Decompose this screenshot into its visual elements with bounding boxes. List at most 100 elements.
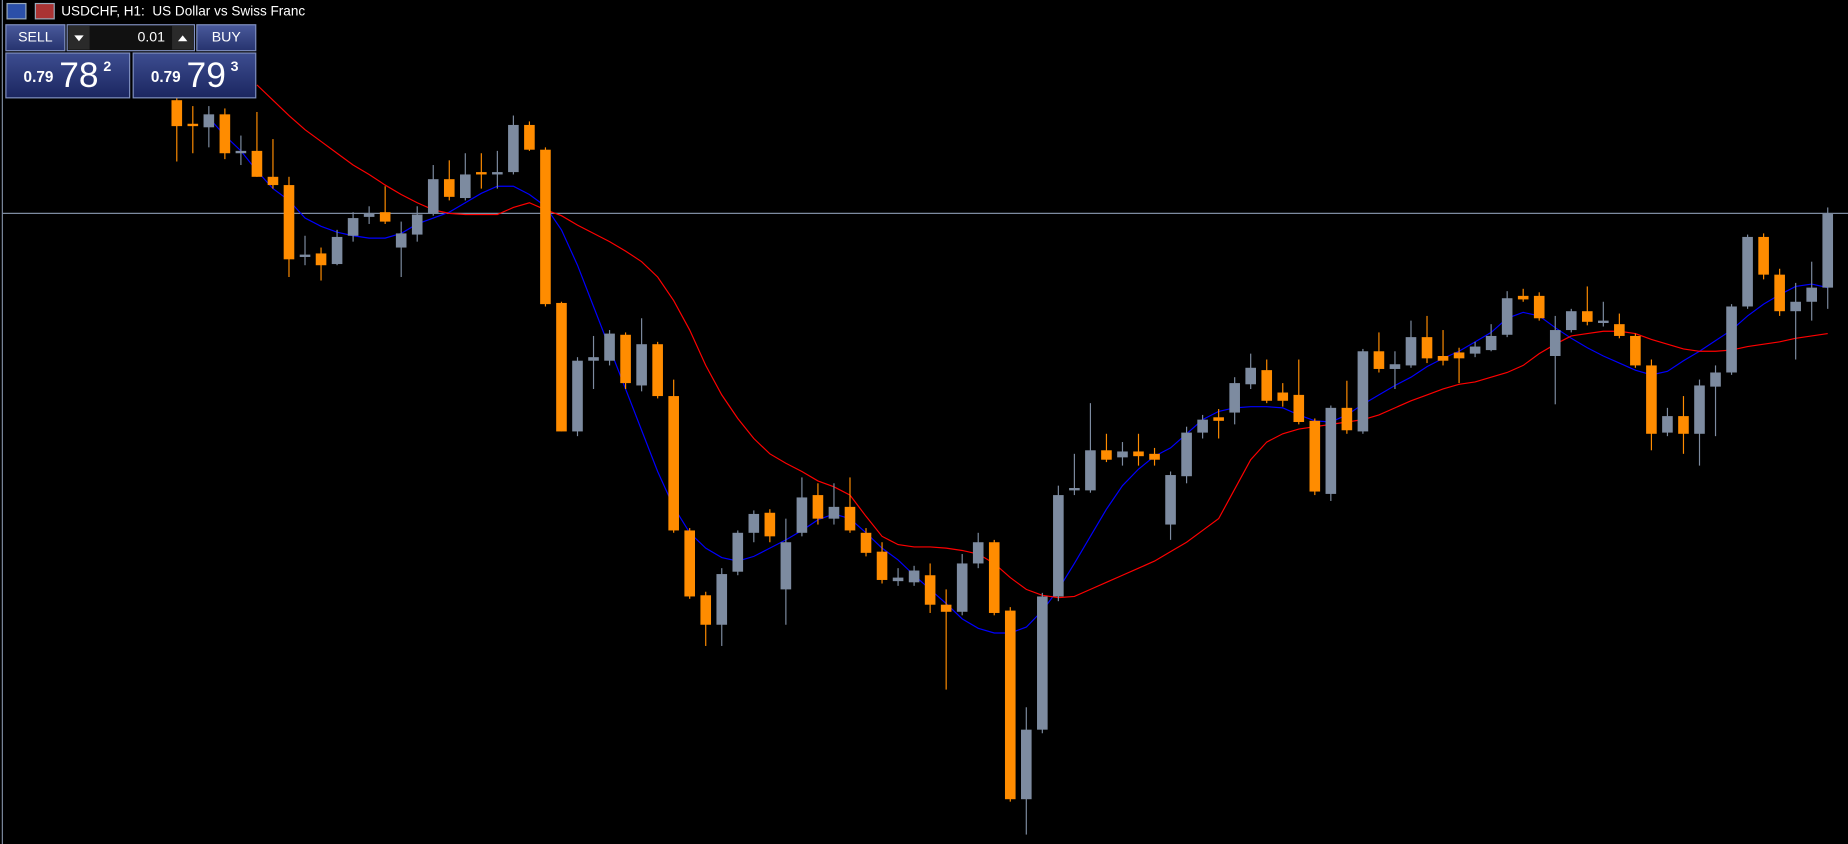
candle-body [940,604,952,612]
candle-body [1085,450,1096,491]
candle-body [1229,383,1240,413]
candle-body [1149,453,1160,460]
chart-title: USDCHF, H1: US Dollar vs Swiss Franc [61,3,305,18]
candle-body [171,100,183,127]
candle-body [492,172,503,175]
menu-icon[interactable] [6,2,27,20]
candle-body [203,114,215,128]
candle-body [219,114,231,154]
candle-body [1357,351,1369,432]
down-arrow [74,35,84,42]
candle-body [1341,407,1353,431]
price-main: 78 [59,56,98,95]
candle-body [1726,306,1737,373]
candle-body [1806,287,1818,302]
chart-icon[interactable] [34,2,55,20]
candle-body [1565,311,1577,331]
sell-button[interactable] [5,24,66,52]
candle-body [1181,432,1192,477]
candle-body [1069,488,1080,491]
candle-body [1662,416,1673,433]
candle-body [283,185,295,260]
candle-body [844,506,856,531]
price-prefix: 0.79 [151,69,181,86]
candle-body [1453,352,1465,359]
candle-body [716,574,728,625]
candle-body [892,577,904,582]
candle-body [299,254,311,257]
candle-body [395,233,407,248]
candle-body [1293,394,1305,422]
candle-body [1469,346,1481,354]
candle-body [1037,596,1048,730]
candle-body [508,124,519,173]
candle-body [732,532,744,572]
candle-body [1277,392,1289,401]
up-arrow [177,35,188,42]
candle-body [1678,416,1689,434]
candle-body [1694,385,1705,434]
buy-button[interactable] [196,24,257,52]
candle-body [908,570,920,583]
candle-body [1598,320,1609,323]
candle-body [860,532,872,553]
candle-body [540,149,551,305]
candle-body [1790,301,1801,312]
top-bar: USDCHF, H1: US Dollar vs Swiss Franc [6,2,305,20]
candle-body [427,179,439,214]
candle-body [988,542,1000,613]
candle-body [1004,610,1016,800]
candle-body [1421,337,1433,359]
candle-body [1758,236,1769,275]
candle-body [1261,370,1273,401]
candle-body [1325,407,1337,494]
price-suffix: 3 [231,58,239,74]
candle-body [828,506,840,519]
candle-body [1373,351,1385,369]
candle-body [572,360,583,432]
candle-body [459,174,471,199]
candle-body [251,150,263,177]
one-click-panel: SELL 0.01 BUY 0.79 78 2 0.79 79 3 [5,24,257,99]
candle-body [476,172,487,175]
candle-body [524,124,535,150]
candle-body [1165,475,1176,525]
candle-body [1437,355,1449,361]
candle-body [1485,335,1497,351]
sell-price-box[interactable] [5,52,131,99]
candle-body [556,302,567,432]
candle-body [604,333,615,361]
price-suffix: 2 [103,58,111,74]
candle-body [1389,364,1401,369]
candle-body [267,176,279,186]
lot-value: 0.01 [138,28,166,44]
candle-body [235,150,247,154]
candle-body [1742,236,1753,307]
candle-body [1614,324,1625,336]
candle-body [1197,419,1208,433]
candle-body [1405,337,1417,366]
candle-body [636,344,647,386]
sell-price: 0.79 78 2 [24,56,112,95]
candle-body [1774,274,1785,312]
sell-label: SELL [18,28,53,44]
candle-body [1053,495,1064,597]
candle-body [1581,311,1593,322]
candle-body [1117,451,1128,458]
price-main: 79 [187,56,226,95]
candle-body [668,396,679,531]
buy-price-box[interactable] [132,52,257,99]
candle-body [331,236,343,265]
moving-average-line [208,117,1828,634]
candle-body [1549,330,1561,356]
candle-body [588,357,599,361]
candle-body [652,344,663,397]
candle-body [347,218,359,236]
candle-body [363,213,375,217]
candle-body [876,551,888,580]
candle-body [1020,729,1032,800]
candle-body [796,497,808,533]
